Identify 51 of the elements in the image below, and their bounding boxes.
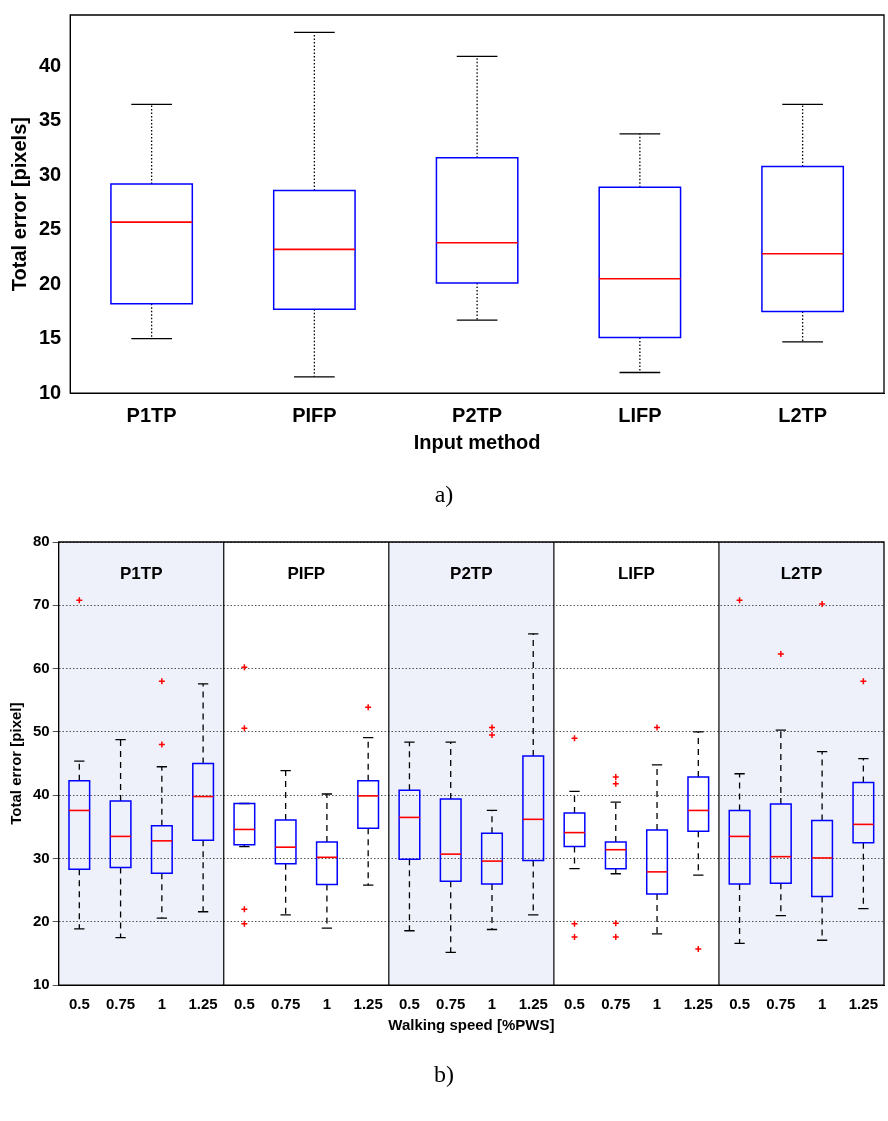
x-tick-label: 0.5 <box>729 995 750 1013</box>
y-axis-title: Total error [pixels] <box>7 117 30 292</box>
text: a) <box>434 480 454 507</box>
annotation: LIFP <box>617 563 655 583</box>
y-tick-label: 35 <box>39 108 62 131</box>
y-tick-label: 60 <box>33 658 50 676</box>
x-tick-label: 1 <box>322 995 332 1013</box>
x-tick-label: 1.25 <box>518 995 548 1013</box>
y-tick-label: 30 <box>33 848 50 866</box>
annotation: L2TP <box>780 563 823 583</box>
x-tick-label: 0.5 <box>399 995 420 1013</box>
x-tick-label: 0.75 <box>436 995 466 1013</box>
x-tick-label: 1 <box>652 995 662 1013</box>
x-tick-label: 1 <box>157 995 167 1013</box>
x-tick-label: 0.75 <box>601 995 631 1013</box>
y-tick-label: 15 <box>39 326 62 349</box>
x-tick-label: 0.5 <box>68 995 90 1013</box>
x-tick-label: 0.5 <box>564 995 585 1013</box>
x-axis-title: Input method <box>413 430 541 453</box>
y-tick-label: 20 <box>39 271 62 294</box>
annotation: P1TP <box>119 563 163 583</box>
annotation: PIFP <box>287 563 326 583</box>
x-tick-label: LIFP <box>618 403 662 426</box>
x-tick-label: 0.75 <box>105 995 136 1013</box>
x-tick-label: P2TP <box>452 403 503 426</box>
y-tick-label: 25 <box>39 217 62 240</box>
text: b) <box>434 1060 454 1087</box>
y-tick-label: 20 <box>33 912 50 930</box>
y-tick-label: 30 <box>39 162 62 185</box>
y-tick-label: 40 <box>39 53 62 76</box>
y-tick-label: 80 <box>33 532 50 550</box>
y-axis-title: Total error [pixel] <box>7 702 25 825</box>
x-tick-label: 1.25 <box>848 995 878 1013</box>
x-tick-label: PIFP <box>292 403 337 426</box>
x-tick-label: 1.25 <box>188 995 218 1013</box>
x-tick-label: 0.75 <box>766 995 796 1013</box>
x-axis-title: Walking speed [%PWS] <box>388 1016 555 1034</box>
annotation: P2TP <box>450 563 493 583</box>
x-tick-label: 1.25 <box>683 995 713 1013</box>
y-tick-label: 10 <box>39 380 62 403</box>
x-tick-label: L2TP <box>778 403 828 426</box>
x-tick-label: 1 <box>487 995 497 1013</box>
x-tick-label: 0.5 <box>233 995 255 1013</box>
y-tick-label: 40 <box>33 785 50 803</box>
x-tick-label: 0.75 <box>271 995 301 1013</box>
y-tick-label: 70 <box>33 595 50 613</box>
x-tick-label: 1 <box>817 995 827 1013</box>
y-tick-label: 50 <box>33 722 50 740</box>
y-tick-label: 10 <box>33 975 50 993</box>
x-tick-label: 1.25 <box>353 995 383 1013</box>
x-tick-label: P1TP <box>126 403 177 426</box>
